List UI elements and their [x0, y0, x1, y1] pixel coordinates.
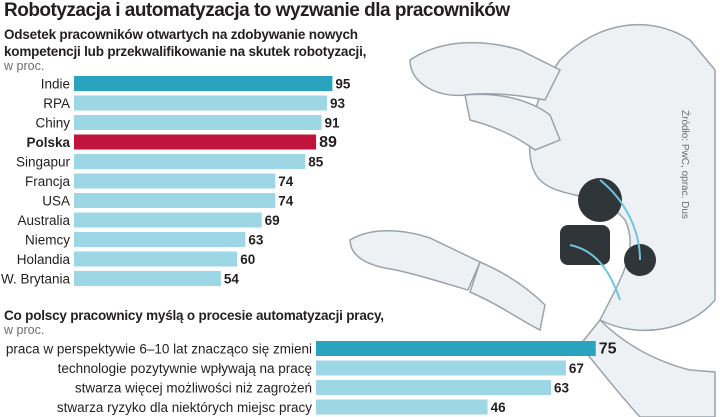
- bar: [316, 399, 488, 415]
- value-label: 63: [554, 381, 570, 396]
- bar: [74, 193, 276, 208]
- bar: [74, 76, 333, 91]
- value-label: 74: [278, 194, 294, 209]
- chart1-subtitle-line2: kompetencji lub przekwalifikowanie na sk…: [4, 44, 367, 59]
- value-label: 91: [325, 116, 341, 131]
- value-label: 74: [278, 174, 294, 189]
- category-label: USA: [42, 194, 70, 209]
- category-label: Singapur: [16, 155, 71, 170]
- bar: [316, 360, 566, 376]
- category-label: Indie: [41, 77, 70, 92]
- value-label: 54: [224, 272, 240, 287]
- chart1-subtitle-line1: Odsetek pracowników otwartych na zdobywa…: [4, 27, 358, 42]
- bar: [74, 232, 246, 247]
- chart1-unit: w proc.: [4, 59, 45, 73]
- bar: [74, 251, 238, 267]
- category-label: Holandia: [17, 252, 71, 267]
- bar: [74, 173, 276, 189]
- value-label: 95: [335, 77, 351, 92]
- category-label: stwarza więcej możliwości niż zagrożeń: [75, 381, 312, 396]
- category-label: Niemcy: [25, 233, 70, 248]
- bar: [74, 271, 221, 286]
- bar: [316, 341, 596, 356]
- category-label: technologie pozytywnie wpływają na pracę: [58, 361, 312, 376]
- value-label: 69: [265, 213, 280, 228]
- category-label: Australia: [17, 213, 70, 228]
- category-label: RPA: [43, 96, 70, 111]
- value-label: 75: [599, 341, 617, 358]
- category-label: Polska: [26, 135, 70, 150]
- bar: [74, 154, 306, 169]
- category-label: W. Brytania: [1, 272, 71, 287]
- chart2-subtitle: Co polscy pracownicy myślą o procesie au…: [4, 308, 384, 323]
- bar: [74, 212, 262, 228]
- category-label: stwarza ryzyko dla niektórych miejsc pra…: [57, 400, 312, 415]
- category-label: praca w perspektywie 6–10 lat znacząco s…: [6, 342, 312, 357]
- bar: [74, 115, 322, 130]
- value-label: 46: [491, 400, 507, 415]
- category-label: Chiny: [35, 116, 70, 131]
- chart2-unit: w proc.: [4, 323, 45, 337]
- bar: [316, 380, 551, 395]
- value-label: 89: [319, 134, 337, 151]
- bar: [74, 134, 317, 150]
- category-label: Francja: [25, 174, 71, 189]
- value-label: 85: [308, 155, 324, 170]
- value-label: 93: [330, 96, 346, 111]
- chart-title: Robotyzacja i automatyzacja to wyzwanie …: [4, 0, 510, 21]
- value-label: 63: [248, 233, 264, 248]
- bar: [74, 95, 327, 111]
- value-label: 67: [569, 361, 584, 376]
- value-label: 60: [240, 252, 255, 267]
